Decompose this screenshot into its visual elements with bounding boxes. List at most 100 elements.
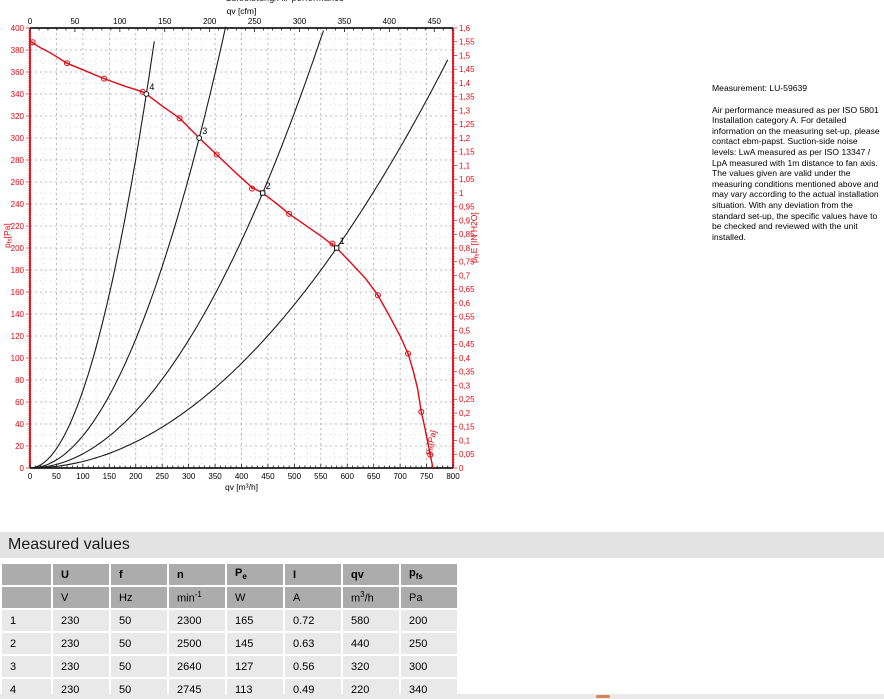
system-curve-2 [30,30,325,469]
x-tick-label: 500 [288,472,302,481]
fan-curve-marker-dot [420,411,423,413]
clipped-header-text: Luftleistung/Air performance [226,0,344,3]
x2-tick-label: 400 [383,17,397,26]
y2-tick-label: 1,2 [459,134,471,143]
y2-tick-label: 1,15 [459,148,475,157]
table-cell: I [285,564,341,585]
y-tick-label: 300 [11,134,25,143]
y2-tick-label: 1,25 [459,120,475,129]
table-row: 3 230 50 2640 127 0.56 320 300 [2,656,457,677]
bottom-divider [0,694,884,699]
fan-curve-marker-dot [141,91,144,93]
fan-curve-marker [418,408,425,415]
air-performance-chart: 0 50 100 150 200 250 300 350 400 450 500 550 600 650 7… [2,6,481,492]
x2-tick-label: 50 [70,17,79,26]
fan-curve-marker-dot [178,117,181,119]
x-tick-label: 750 [420,472,434,481]
measurement-note: Measurement: LU-59639 Air performance me… [712,83,884,242]
y2-tick-label: 1,05 [459,175,475,184]
x-tick-label: 0 [28,472,33,481]
y2-tick-label: 0,45 [459,340,475,349]
x2-axis-title: qv [cfm] [227,6,257,16]
x-tick-label: 350 [208,472,222,481]
measurement-id: Measurement: LU-59639 [712,83,808,93]
y-tick-label: 400 [11,24,25,33]
fan-curve-marker [176,115,183,122]
table-cell: V [53,587,109,608]
fan-curve-marker [29,39,36,46]
fan-curve-marker [405,350,412,357]
operating-point-label: 1 [340,236,345,246]
y-tick-label: 360 [11,68,25,77]
y-tick-label: 340 [11,90,25,99]
x-tick-label: 600 [341,472,355,481]
table-cell: 200 [401,610,457,631]
x-tick-label: 250 [156,472,170,481]
y2-tick-label: 0,1 [459,436,471,445]
fan-curve-marker-dot [215,153,218,156]
y-tick-label: 120 [11,332,25,341]
fan-curve-name-label: pfs[Pa] [422,429,440,456]
fan-curve-marker-dot [103,77,105,80]
x-tick-label: 50 [52,472,61,481]
table-cell: 145 [227,633,283,654]
table-row: 1 230 50 2300 165 0.72 580 200 [2,610,457,631]
fan-curve-marker [213,151,220,158]
measured-values-band: Measured values [0,532,884,558]
table-cell: Pa [401,587,457,608]
x-tick-label: 100 [76,472,90,481]
logo-fragment [596,695,610,698]
y-tick-label: 80 [15,376,24,385]
fan-curve-marker [329,240,336,247]
fan-curve-marker-dot [429,454,432,456]
fan-curve-marker-dot [331,242,334,245]
table-cell: 230 [53,633,109,654]
fan-curve-marker [249,185,256,192]
operating-point-marker [196,135,203,141]
y2-tick-label: 0,9 [459,216,471,225]
operating-point-label: 3 [202,126,207,136]
table-cell: 250 [401,633,457,654]
table-cell: W [227,587,283,608]
fan-curve-marker [374,292,381,299]
y-tick-label: 220 [11,222,25,231]
fan-curve-marker-dot [251,187,253,190]
x2-tick-label: 0 [28,17,33,26]
y2-tick-label: 1,4 [459,79,471,88]
x-tick-label: 550 [314,472,328,481]
x2-tick-label: 200 [203,17,217,26]
y2-tick-label: 0,75 [459,258,475,267]
table-cell: pfs [401,564,457,585]
y2-tick-label: 1,5 [459,51,471,60]
x-tick-label: 300 [182,472,196,481]
y2-tick-label: 0,3 [459,381,471,390]
y2-tick-label: 0,4 [459,354,471,363]
operating-point-label: 4 [149,82,154,92]
table-cell: qv [343,564,399,585]
table-cell: 320 [343,656,399,677]
y2-tick-label: 0,5 [459,326,471,335]
fan-curve-marker-dot [288,213,290,215]
fan-curve-marker-dot [31,41,34,44]
table-cell: f [111,564,167,585]
x-tick-label: 700 [393,472,407,481]
y-tick-label: 180 [11,266,25,275]
x-tick-label: 150 [103,472,117,481]
measured-values-title: Measured values [8,536,130,553]
y2-tick-label: 0,85 [459,230,475,239]
y2-tick-label: 1,55 [459,38,475,47]
x2-tick-label: 100 [113,17,127,26]
y2-tick-label: 1,35 [459,93,475,102]
table-cell: min-1 [169,587,225,608]
table-cell: 50 [111,610,167,631]
measurement-note-body: Air performance measured as per ISO 5801… [712,104,880,242]
table-cell: Pe [227,564,283,585]
table-cell: U [53,564,109,585]
system-curve-3 [29,26,227,469]
x2-tick-label: 150 [158,17,172,26]
table-cell: 2640 [169,656,225,677]
table-cell: m3/h [343,587,399,608]
y2-tick-label: 1,45 [459,65,475,74]
table-cell: 230 [53,656,109,677]
